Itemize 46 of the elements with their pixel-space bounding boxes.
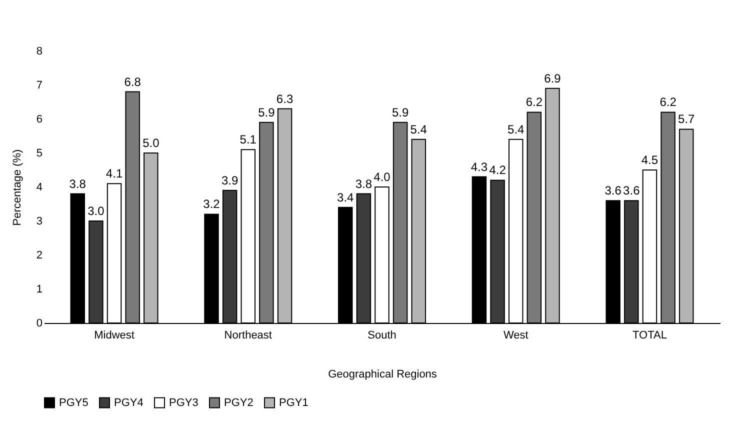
data-label: 5.0 [142,136,160,150]
x-tick-label: Northeast [224,330,272,342]
data-label: 5.4 [508,122,525,136]
data-label: 6.8 [124,74,142,89]
data-label: 4.1 [106,166,123,181]
y-tick-label: 2 [36,250,42,262]
y-tick-label: 5 [36,148,42,160]
data-label: 3.6 [623,184,640,198]
x-tick-label: TOTAL [632,330,667,342]
y-tick-label: 4 [36,182,42,194]
data-label: 5.1 [240,132,257,147]
x-tick-label: Midwest [94,330,134,342]
legend-label: PGY3 [169,396,198,409]
data-label: 6.3 [276,92,294,106]
data-label: 3.0 [88,204,105,218]
data-label: 5.9 [392,105,409,120]
data-label: 6.2 [526,95,543,110]
x-tick-label: West [503,330,528,342]
data-label: 5.7 [678,112,696,126]
y-tick-label: 7 [36,80,42,92]
data-label: 3.8 [69,176,86,191]
legend-label: PGY2 [224,396,254,409]
data-label: 3.8 [355,176,372,191]
legend-label: PGY5 [59,396,88,409]
x-axis-title: Geographical Regions [328,368,438,380]
legend-label: PGY4 [114,396,144,409]
data-label: 4.5 [641,153,658,167]
data-label: 4.3 [470,160,488,174]
y-axis-title: Percentage (%) [11,149,24,226]
data-label: 4.0 [374,170,391,184]
legend-label: PGY1 [279,396,308,409]
y-tick-label: 6 [36,114,42,126]
data-label: 4.2 [489,163,506,178]
data-label: 5.4 [410,122,428,136]
y-tick-label: 8 [36,46,42,58]
data-label: 3.9 [221,173,238,188]
y-tick-label: 0 [36,318,42,330]
data-label: 5.9 [258,105,276,120]
data-label: 3.2 [203,197,220,212]
x-tick-label: South [368,330,396,342]
data-label: 6.2 [660,95,677,110]
y-tick-label: 1 [36,284,42,296]
data-label: 3.4 [337,190,354,204]
y-tick-label: 3 [36,216,42,228]
data-label: 3.6 [604,184,622,198]
data-label: 6.9 [544,71,562,86]
